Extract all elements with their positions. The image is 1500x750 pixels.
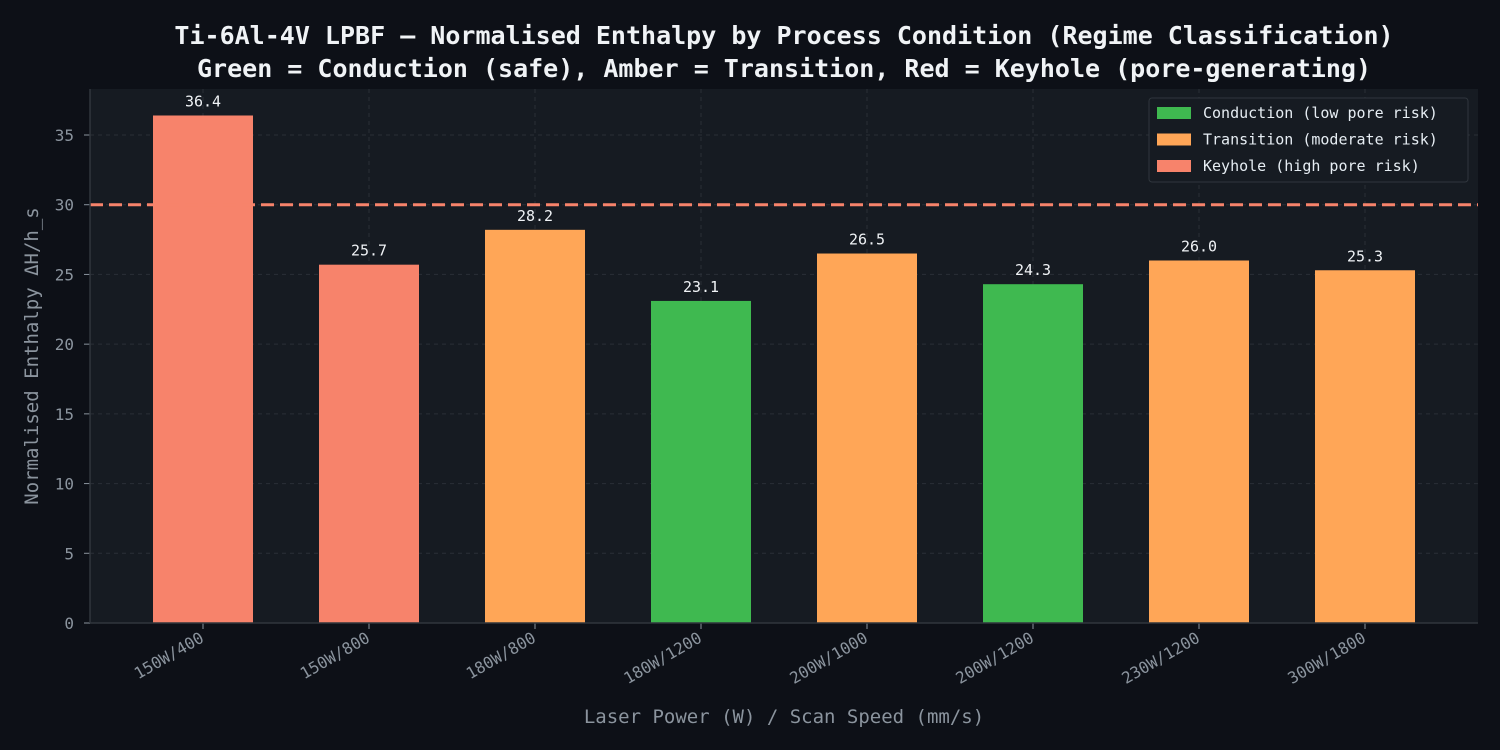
y-tick-label: 0 — [64, 614, 74, 633]
bar — [1149, 260, 1249, 623]
x-tick-label: 230W/1200 — [1118, 628, 1203, 688]
legend: Conduction (low pore risk) Transition (mo… — [1148, 97, 1469, 183]
legend-swatch — [1157, 107, 1191, 119]
legend-box — [1148, 97, 1469, 183]
y-tick-label: 35 — [55, 126, 74, 145]
legend-label: Keyhole (high pore risk) — [1203, 157, 1420, 175]
x-axis-label: Laser Power (W) / Scan Speed (mm/s) — [584, 706, 984, 728]
bar — [651, 300, 751, 623]
x-tick-label: 300W/1800 — [1284, 628, 1369, 688]
bar — [485, 229, 585, 624]
bar-value-label: 25.7 — [351, 242, 387, 260]
bar-value-label: 24.3 — [1015, 261, 1051, 279]
bar — [153, 115, 253, 624]
x-tick-label: 150W/400 — [131, 628, 207, 683]
legend-label: Conduction (low pore risk) — [1203, 104, 1438, 122]
bar — [319, 264, 419, 623]
y-tick-label: 10 — [55, 475, 74, 494]
legend-swatch — [1157, 133, 1191, 146]
bar — [1315, 270, 1415, 623]
x-tick-label: 200W/1000 — [786, 628, 871, 688]
bar — [817, 253, 917, 623]
bar — [983, 284, 1083, 623]
legend-label: Transition (moderate risk) — [1203, 131, 1438, 149]
x-tick-label: 180W/800 — [463, 628, 539, 683]
x-tick-label: 200W/1200 — [952, 628, 1037, 688]
bar-value-label: 26.5 — [849, 231, 885, 249]
bar-value-label: 25.3 — [1347, 247, 1383, 265]
y-tick-label: 25 — [55, 265, 74, 284]
y-tick-label: 15 — [55, 405, 74, 424]
bars: 36.4 25.7 28.2 23.1 26.5 24.3 26.0 25.3 — [153, 92, 1415, 624]
legend-swatch — [1157, 160, 1191, 172]
x-tick-label: 150W/800 — [297, 628, 373, 683]
y-tick-label: 5 — [64, 544, 74, 563]
chart-title-line2: Green = Conduction (safe), Amber = Trans… — [197, 54, 1371, 83]
bar-value-label: 26.0 — [1181, 237, 1217, 255]
bar-value-label: 36.4 — [185, 92, 221, 110]
chart-title-line1: Ti-6Al-4V LPBF — Normalised Enthalpy by … — [174, 21, 1393, 50]
y-tick-label: 20 — [55, 335, 74, 354]
y-tick-label: 30 — [55, 196, 74, 215]
bar-value-label: 28.2 — [517, 207, 553, 225]
y-axis-label: Normalised Enthalpy ΔH/h_s — [21, 207, 43, 504]
x-tick-label: 180W/1200 — [620, 628, 705, 688]
bar-value-label: 23.1 — [683, 278, 719, 296]
